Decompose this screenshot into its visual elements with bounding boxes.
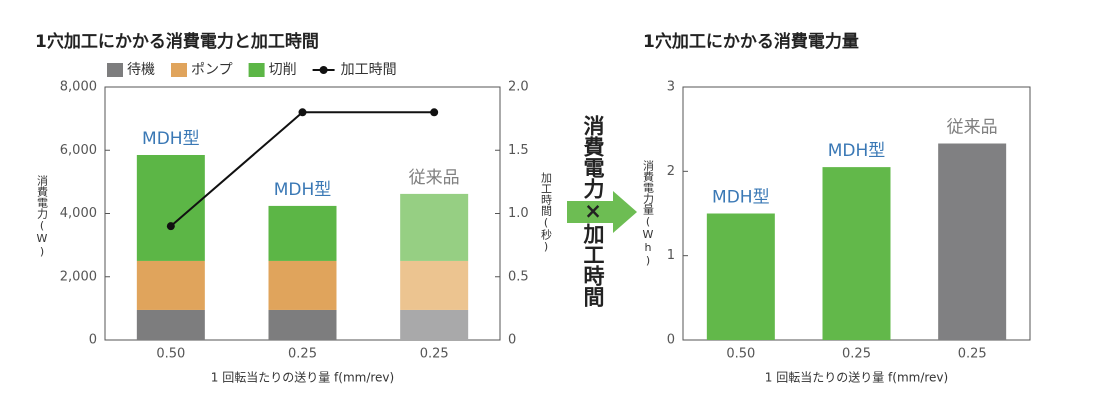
y-axis-label: 消費電力(W) (36, 174, 49, 258)
legend-label: 切削 (269, 62, 297, 78)
y2-tick-label: 0 (508, 333, 516, 348)
chart-title: 1穴加工にかかる消費電力量 (643, 31, 859, 52)
bar-segment (400, 309, 469, 340)
x-tick-label: 0.25 (420, 347, 449, 362)
line-marker (166, 222, 175, 231)
y2-tick-label: 2.0 (508, 80, 529, 95)
bar-segment (136, 309, 205, 340)
y-tick-label: 0 (667, 333, 675, 348)
legend-swatch (171, 63, 187, 77)
bar-label: MDH型 (274, 180, 332, 200)
y-tick-label: 0 (89, 333, 97, 348)
bar-segment (268, 205, 337, 261)
x-axis-label: 1 回転当たりの送り量 f(mm/rev) (211, 370, 394, 385)
bar-segment (136, 260, 205, 310)
bar-label: MDH型 (712, 188, 770, 208)
bar (822, 167, 891, 340)
legend-marker (319, 66, 328, 74)
line-marker (298, 108, 307, 117)
y-tick-label: 3 (667, 80, 675, 95)
line-marker (430, 108, 439, 117)
bar-segment (400, 193, 469, 261)
y-tick-label: 1 (667, 248, 675, 263)
arrow (567, 191, 637, 233)
y2-axis-label: 加工時間(秒) (540, 172, 553, 253)
bar-label: 従来品 (947, 118, 998, 138)
x-tick-label: 0.25 (958, 347, 987, 362)
x-tick-label: 0.50 (726, 347, 755, 362)
bar-segment (268, 309, 337, 340)
legend-label: ポンプ (191, 62, 233, 78)
bar-segment (268, 260, 337, 310)
bar-segment (136, 154, 205, 261)
y-axis-label: 消費電力量(Wh) (642, 159, 655, 267)
y2-tick-label: 1.0 (508, 206, 529, 221)
bar-label: 従来品 (409, 168, 460, 188)
bar (706, 213, 775, 340)
x-tick-label: 0.25 (842, 347, 871, 362)
legend-swatch (107, 63, 123, 77)
y-tick-label: 6,000 (60, 143, 97, 158)
legend-swatch (248, 63, 265, 77)
center-text: 消費電力×加工時間 (581, 114, 606, 308)
x-tick-label: 0.25 (288, 347, 317, 362)
bar-label: MDH型 (828, 141, 886, 161)
y-tick-label: 4,000 (60, 206, 97, 221)
y-tick-label: 8,000 (60, 80, 97, 95)
bar (938, 143, 1007, 340)
y2-tick-label: 0.5 (508, 269, 529, 284)
x-axis-label: 1 回転当たりの送り量 f(mm/rev) (765, 370, 948, 385)
chart-title: 1穴加工にかかる消費電力と加工時間 (35, 31, 319, 52)
y2-tick-label: 1.5 (508, 143, 529, 158)
legend-label: 待機 (127, 62, 155, 78)
y-tick-label: 2 (667, 164, 675, 179)
legend-label: 加工時間 (341, 62, 397, 78)
y-tick-label: 2,000 (60, 269, 97, 284)
bar-label: MDH型 (142, 129, 200, 149)
bar-segment (400, 260, 469, 310)
x-tick-label: 0.50 (156, 347, 185, 362)
